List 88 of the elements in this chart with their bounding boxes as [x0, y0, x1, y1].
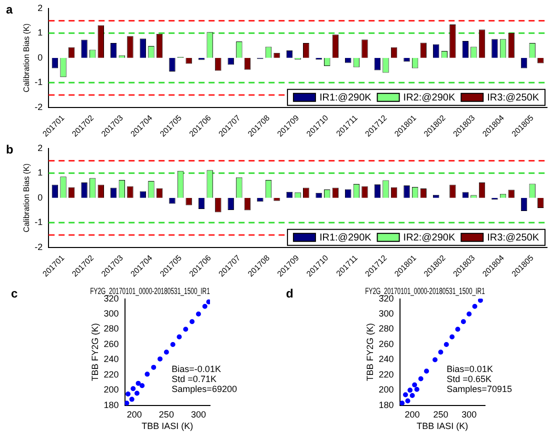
text: d — [286, 286, 294, 300]
text: a — [6, 2, 13, 16]
y-tick-label: 180 — [378, 400, 394, 410]
y-axis-title: TBB FY2G (K) — [364, 323, 375, 382]
y-tick-label: 1 — [38, 168, 43, 178]
y-tick-label: 280 — [378, 324, 394, 334]
y-axis-title: Calibration Bias (K) — [22, 23, 32, 92]
text: c — [11, 286, 18, 300]
y-tick-label: 0 — [38, 52, 43, 62]
point — [466, 312, 472, 317]
x-axis-title: TBB IASI (K) — [416, 421, 468, 432]
y-tick-label: 220 — [104, 369, 119, 380]
y-tick-label: -1 — [34, 217, 43, 228]
point — [124, 400, 130, 406]
point — [129, 396, 134, 402]
point — [405, 398, 410, 404]
y-tick-label: 2 — [38, 142, 43, 153]
legend-label: IR1:@290K — [319, 92, 372, 104]
point — [472, 304, 478, 309]
point — [414, 386, 420, 392]
point — [432, 357, 438, 362]
y-axis-title: TBB FY2G (K) — [90, 323, 100, 382]
y-tick-label: 200 — [378, 384, 394, 395]
legend-label: IR3:@250K — [487, 232, 540, 244]
annotation: Bias=0.01K — [446, 364, 493, 374]
y-tick-label: 280 — [104, 324, 119, 334]
y-tick-label: 0 — [38, 192, 43, 202]
point — [170, 342, 176, 347]
y-tick-label: 240 — [378, 354, 394, 364]
point — [151, 364, 156, 370]
point — [206, 299, 210, 304]
text: b — [6, 142, 14, 156]
point — [460, 319, 466, 324]
y-tick-label: 300 — [378, 308, 394, 319]
point — [202, 304, 208, 309]
x-tick-label: 200 — [126, 409, 142, 420]
point — [126, 391, 131, 396]
y-tick-label: 300 — [104, 308, 119, 319]
point — [455, 326, 460, 332]
x-tick-label: 250 — [433, 409, 448, 420]
point — [136, 380, 141, 386]
legend-label: IR2:@290K — [403, 232, 456, 244]
point — [134, 390, 140, 396]
y-tick-label: 1 — [38, 28, 43, 38]
y-tick-label: 240 — [104, 354, 119, 364]
y-tick-label: 200 — [104, 384, 119, 395]
point — [450, 334, 455, 340]
legend-label: IR2:@290K — [403, 92, 456, 104]
y-tick-label: 220 — [378, 369, 394, 380]
annotation: Std =0.65K — [446, 374, 492, 384]
point — [408, 388, 413, 393]
x-tick-label: 300 — [462, 409, 477, 420]
point — [400, 400, 405, 406]
y-tick-label: 180 — [104, 400, 119, 410]
point — [478, 298, 483, 303]
point — [196, 312, 201, 317]
y-tick-label: 260 — [378, 338, 394, 349]
y-tick-label: -2 — [34, 242, 43, 252]
point — [144, 372, 150, 377]
annotation: Samples=70915 — [446, 384, 512, 394]
point — [412, 382, 418, 388]
point — [402, 392, 408, 398]
x-tick-label: 300 — [190, 409, 206, 420]
y-axis-title: Calibration Bias (K) — [22, 163, 32, 232]
y-tick-label: 260 — [104, 338, 119, 349]
x-axis-title: TBB IASI (K) — [142, 421, 194, 432]
point — [164, 350, 169, 355]
point — [176, 334, 182, 340]
point — [444, 342, 449, 347]
legend-label: IR1:@290K — [319, 232, 372, 244]
x-tick-label: 250 — [158, 409, 174, 420]
point — [418, 376, 424, 382]
point — [190, 319, 195, 324]
point — [158, 356, 163, 362]
legend-label: IR3:@250K — [487, 92, 540, 104]
point — [183, 326, 188, 332]
point — [410, 393, 415, 398]
point — [438, 350, 444, 355]
point — [130, 386, 136, 392]
y-tick-label: -1 — [34, 77, 43, 88]
y-tick-label: -2 — [34, 102, 43, 112]
point — [140, 383, 145, 388]
y-tick-label: 2 — [38, 2, 43, 13]
annotation: Std =0.71K — [172, 374, 216, 384]
point — [424, 368, 430, 374]
x-tick-label: 200 — [404, 409, 420, 420]
annotation: Samples=69200 — [172, 384, 237, 394]
annotation: Bias=-0.01K — [172, 364, 221, 374]
